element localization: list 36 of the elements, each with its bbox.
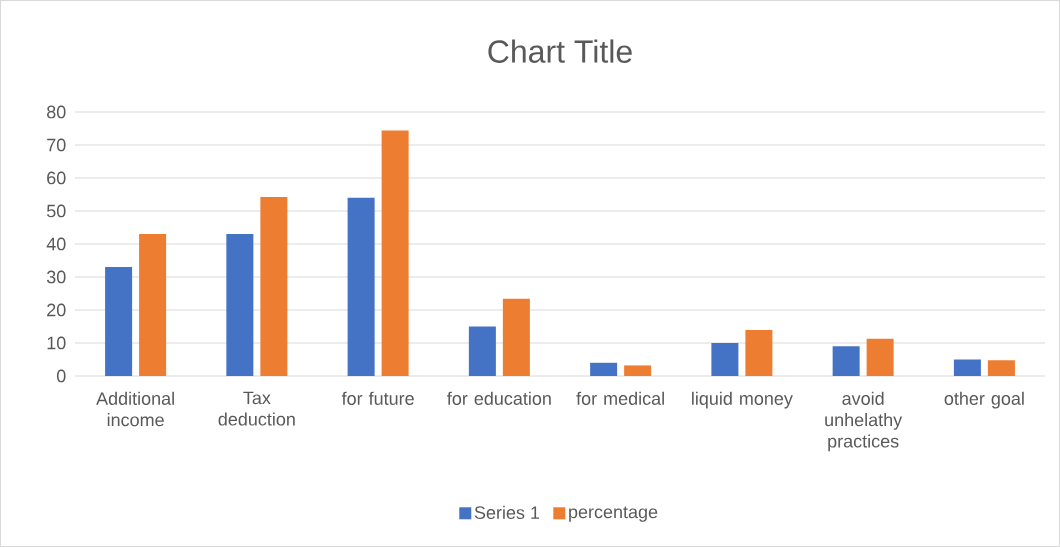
bar <box>468 326 496 376</box>
y-tick-label: 50 <box>46 204 66 218</box>
chart-title: Chart Title <box>488 39 632 63</box>
x-tick-label: for medical <box>576 391 664 405</box>
x-tick-label: for education <box>447 391 551 405</box>
bar <box>347 197 375 376</box>
bar <box>866 338 894 376</box>
bar <box>105 267 133 376</box>
bar <box>832 346 860 376</box>
bar <box>953 359 981 376</box>
bar <box>745 330 773 376</box>
bar <box>711 343 739 376</box>
y-tick-label: 80 <box>47 105 66 119</box>
y-tick-label: 60 <box>47 171 66 185</box>
legend-label: percentage <box>569 506 658 522</box>
x-tick-label: avoid unhelathy practices <box>825 391 903 452</box>
bar <box>381 130 409 376</box>
bar <box>624 365 652 376</box>
y-tick-label: 70 <box>47 138 66 152</box>
x-tick-label: Tax deduction <box>218 391 295 426</box>
bar <box>590 362 618 376</box>
y-tick-label: 40 <box>46 237 66 251</box>
y-tick-label: 30 <box>46 270 66 284</box>
legend-label: Series 1 <box>474 505 540 519</box>
x-tick-label: liquid money <box>692 391 793 409</box>
x-tick-label: other goal <box>944 391 1024 409</box>
bar <box>260 197 288 376</box>
y-tick-label: 0 <box>56 369 66 383</box>
bar <box>502 298 530 376</box>
x-tick-label: Additional income <box>96 391 174 427</box>
y-tick-label: 10 <box>47 336 66 350</box>
x-tick-label: for future <box>341 391 414 405</box>
bar <box>987 360 1015 376</box>
y-tick-label: 20 <box>47 303 66 317</box>
bar <box>139 234 167 376</box>
bar <box>226 234 254 376</box>
